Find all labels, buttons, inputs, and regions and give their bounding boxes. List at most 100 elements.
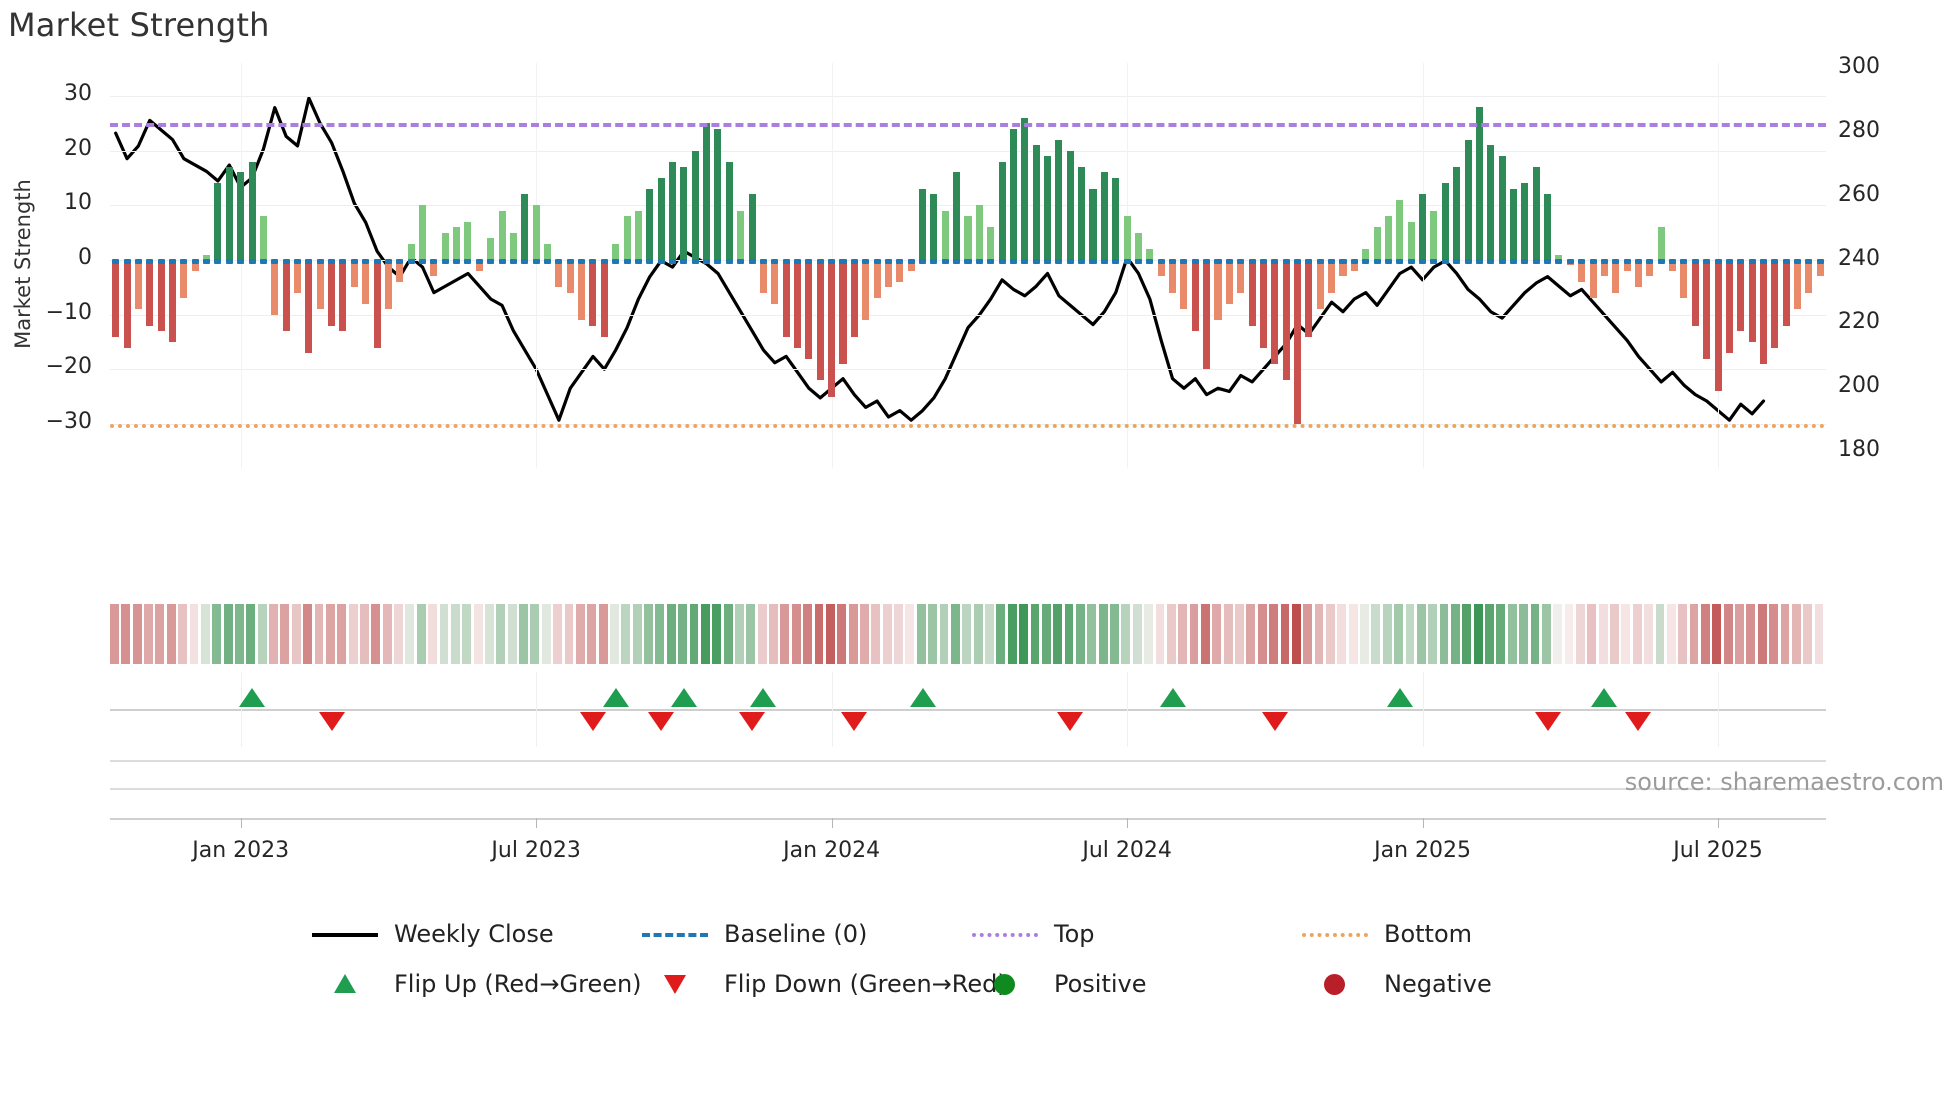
baseline-segment bbox=[1680, 259, 1688, 265]
baseline-segment bbox=[691, 259, 699, 265]
bar-51 bbox=[691, 150, 699, 261]
heatmap-cell-40 bbox=[564, 604, 574, 664]
baseline-segment bbox=[407, 259, 415, 265]
baseline-segment bbox=[953, 259, 961, 265]
heatmap-cell-149 bbox=[1803, 604, 1813, 664]
heatmap-cell-85 bbox=[1075, 604, 1085, 664]
heatmap-cell-133 bbox=[1621, 604, 1631, 664]
flip-down-marker-7[interactable] bbox=[1534, 712, 1561, 731]
heatmap-cell-31 bbox=[462, 604, 472, 664]
baseline-segment bbox=[578, 259, 586, 265]
bar-22 bbox=[362, 260, 370, 304]
flip-gridline bbox=[536, 672, 538, 747]
heatmap-cell-146 bbox=[1769, 604, 1779, 664]
baseline-segment bbox=[748, 259, 756, 265]
bar-60 bbox=[794, 260, 802, 348]
legend-item-0[interactable]: Weekly Close bbox=[310, 920, 554, 948]
flip-down-marker-6[interactable] bbox=[1261, 712, 1288, 731]
baseline-segment bbox=[180, 259, 188, 265]
baseline-segment bbox=[1725, 259, 1733, 265]
heatmap-cell-51 bbox=[689, 604, 699, 664]
baseline-segment bbox=[941, 259, 949, 265]
baseline-segment bbox=[282, 259, 290, 265]
bar-55 bbox=[737, 210, 745, 261]
flip-up-marker-3[interactable] bbox=[750, 688, 777, 707]
heatmap-cell-90 bbox=[1132, 604, 1142, 664]
baseline-segment bbox=[1657, 259, 1665, 265]
baseline-segment bbox=[1373, 259, 1381, 265]
flip-up-marker-7[interactable] bbox=[1591, 688, 1618, 707]
bar-101 bbox=[1259, 260, 1267, 348]
legend-item-5[interactable]: Flip Down (Green→Red) bbox=[640, 970, 1007, 998]
heatmap-cell-84 bbox=[1064, 604, 1074, 664]
baseline-segment bbox=[373, 259, 381, 265]
bar-17 bbox=[305, 260, 313, 354]
heatmap-cell-43 bbox=[598, 604, 608, 664]
legend-label: Negative bbox=[1384, 970, 1492, 998]
bar-20 bbox=[339, 260, 347, 332]
bar-83 bbox=[1055, 139, 1063, 260]
heatmap-cell-55 bbox=[735, 604, 744, 664]
bar-137 bbox=[1669, 260, 1677, 271]
heatmap-cell-150 bbox=[1814, 604, 1824, 664]
flip-down-marker-2[interactable] bbox=[648, 712, 675, 731]
heatmap-cell-12 bbox=[246, 604, 256, 664]
heatmap-cell-115 bbox=[1416, 604, 1426, 664]
flip-down-marker-0[interactable] bbox=[318, 712, 345, 731]
baseline-segment bbox=[1612, 259, 1620, 265]
baseline-segment bbox=[532, 259, 540, 265]
bar-38 bbox=[544, 243, 552, 260]
legend-item-4[interactable]: Flip Up (Red→Green) bbox=[310, 970, 642, 998]
legend-item-3[interactable]: Bottom bbox=[1300, 920, 1472, 948]
bar-37 bbox=[532, 205, 540, 261]
baseline-segment bbox=[828, 259, 836, 265]
bar-107 bbox=[1328, 260, 1336, 293]
flip-up-marker-0[interactable] bbox=[239, 688, 266, 707]
bar-150 bbox=[1816, 260, 1824, 277]
heatmap-cell-120 bbox=[1473, 604, 1483, 664]
x-tick-mark-4 bbox=[1422, 818, 1424, 828]
heatmap-cell-101 bbox=[1257, 604, 1267, 664]
baseline-segment bbox=[225, 259, 233, 265]
heatmap-cell-82 bbox=[1041, 604, 1051, 664]
legend-item-1[interactable]: Baseline (0) bbox=[640, 920, 867, 948]
flip-down-marker-8[interactable] bbox=[1625, 712, 1652, 731]
baseline-segment bbox=[441, 259, 449, 265]
baseline-segment bbox=[896, 259, 904, 265]
bar-84 bbox=[1066, 150, 1074, 261]
heatmap-cell-109 bbox=[1348, 604, 1358, 664]
bar-115 bbox=[1419, 194, 1427, 261]
heatmap-cell-102 bbox=[1269, 604, 1278, 664]
bar-2 bbox=[134, 260, 142, 310]
heatmap-cell-83 bbox=[1053, 604, 1063, 664]
flip-gridline bbox=[1422, 672, 1424, 747]
bar-112 bbox=[1384, 216, 1392, 261]
flip-down-marker-3[interactable] bbox=[739, 712, 766, 731]
bar-69 bbox=[896, 260, 904, 282]
bar-45 bbox=[623, 216, 631, 261]
bar-106 bbox=[1316, 260, 1324, 310]
bar-47 bbox=[646, 188, 654, 261]
flip-down-marker-5[interactable] bbox=[1057, 712, 1084, 731]
flip-down-marker-1[interactable] bbox=[579, 712, 606, 731]
flip-up-marker-1[interactable] bbox=[602, 688, 629, 707]
flip-up-marker-4[interactable] bbox=[909, 688, 936, 707]
bar-29 bbox=[441, 232, 449, 261]
baseline-segment bbox=[1498, 259, 1506, 265]
baseline-segment bbox=[1430, 259, 1438, 265]
legend-item-2[interactable]: Top bbox=[970, 920, 1095, 948]
legend-item-6[interactable]: Positive bbox=[970, 970, 1147, 998]
baseline-segment bbox=[589, 259, 597, 265]
flip-up-marker-5[interactable] bbox=[1159, 688, 1186, 707]
heatmap-cell-66 bbox=[860, 604, 869, 664]
bar-64 bbox=[839, 260, 847, 364]
bar-87 bbox=[1100, 172, 1108, 261]
gridline-v bbox=[1422, 63, 1424, 468]
legend-item-7[interactable]: Negative bbox=[1300, 970, 1492, 998]
flip-down-marker-4[interactable] bbox=[841, 712, 868, 731]
heatmap-cell-145 bbox=[1757, 604, 1767, 664]
heatmap-cell-44 bbox=[610, 604, 619, 664]
flip-up-marker-2[interactable] bbox=[670, 688, 697, 707]
flip-up-marker-6[interactable] bbox=[1386, 688, 1413, 707]
heatmap-cell-116 bbox=[1428, 604, 1438, 664]
